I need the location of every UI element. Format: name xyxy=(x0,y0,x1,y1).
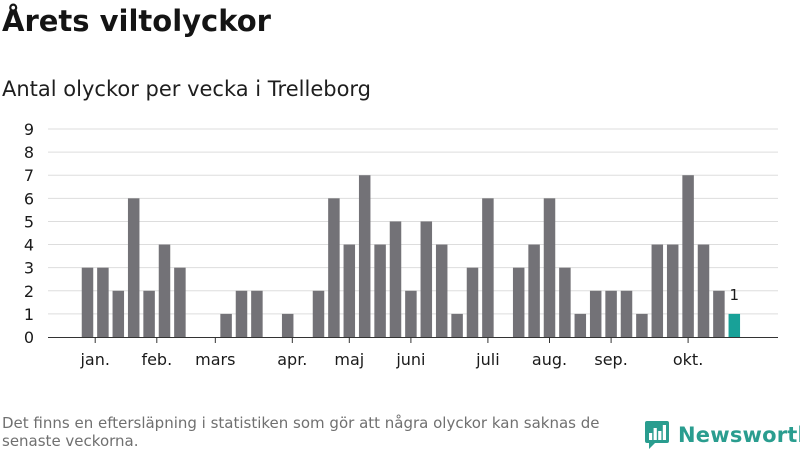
bar xyxy=(466,267,479,337)
bar xyxy=(666,244,679,337)
bar xyxy=(697,244,710,337)
bar xyxy=(358,175,371,337)
bar xyxy=(713,290,725,337)
bar xyxy=(127,198,140,337)
y-tick-label: 3 xyxy=(24,259,34,278)
bar xyxy=(435,244,448,337)
bar-chart-speech-bubble-icon xyxy=(645,421,669,449)
bar xyxy=(374,244,386,337)
bar xyxy=(528,244,540,337)
bar xyxy=(97,267,109,337)
x-tick-label: aug. xyxy=(532,350,567,369)
bar xyxy=(112,290,125,337)
x-tick-label: jan. xyxy=(79,350,109,369)
bar xyxy=(174,267,186,337)
bar xyxy=(651,244,664,337)
bar xyxy=(81,267,94,337)
bar xyxy=(235,290,248,337)
bar xyxy=(405,290,417,337)
x-tick-label: okt. xyxy=(673,350,703,369)
bar xyxy=(143,290,155,337)
bar xyxy=(251,290,263,337)
bar xyxy=(343,244,356,337)
y-tick-label: 0 xyxy=(24,328,34,347)
y-tick-label: 4 xyxy=(24,236,34,255)
y-tick-label: 5 xyxy=(24,212,34,231)
bar xyxy=(281,313,294,337)
brand-logo: Newsworthy xyxy=(644,420,800,450)
bar xyxy=(328,198,340,337)
bar xyxy=(420,221,433,337)
bar xyxy=(682,175,694,337)
bar-latest-week xyxy=(728,313,741,337)
bar xyxy=(158,244,171,337)
bar xyxy=(589,290,602,337)
y-tick-label: 6 xyxy=(24,189,34,208)
x-tick-label: mars xyxy=(195,350,235,369)
chart-subtitle: Antal olyckor per vecka i Trelleborg xyxy=(2,77,372,101)
data-label-latest: 1 xyxy=(730,286,740,304)
y-tick-label: 8 xyxy=(24,143,34,162)
bar xyxy=(574,313,587,337)
footnote: Det finns en eftersläpning i statistiken… xyxy=(2,414,600,450)
y-tick-label: 2 xyxy=(24,282,34,301)
bar xyxy=(620,290,633,337)
x-tick-label: juni xyxy=(395,350,425,369)
x-tick-label: juli xyxy=(475,350,499,369)
chart-title: Årets viltolyckor xyxy=(2,4,271,38)
bar xyxy=(312,290,325,337)
y-tick-label: 1 xyxy=(24,305,34,324)
y-tick-label: 7 xyxy=(24,166,34,185)
bar xyxy=(451,313,463,337)
y-tick-label: 9 xyxy=(24,120,34,139)
x-tick-label: apr. xyxy=(277,350,307,369)
x-tick-label: sep. xyxy=(594,350,627,369)
bar xyxy=(636,313,648,337)
bar xyxy=(512,267,525,337)
x-tick-label: feb. xyxy=(141,350,172,369)
bar xyxy=(220,313,232,337)
x-tick-label: maj xyxy=(334,350,364,369)
bar xyxy=(543,198,556,337)
bar xyxy=(482,198,494,337)
bar xyxy=(389,221,402,337)
brand-name: Newsworthy xyxy=(678,423,800,447)
bar xyxy=(605,290,617,337)
bar xyxy=(559,267,571,337)
